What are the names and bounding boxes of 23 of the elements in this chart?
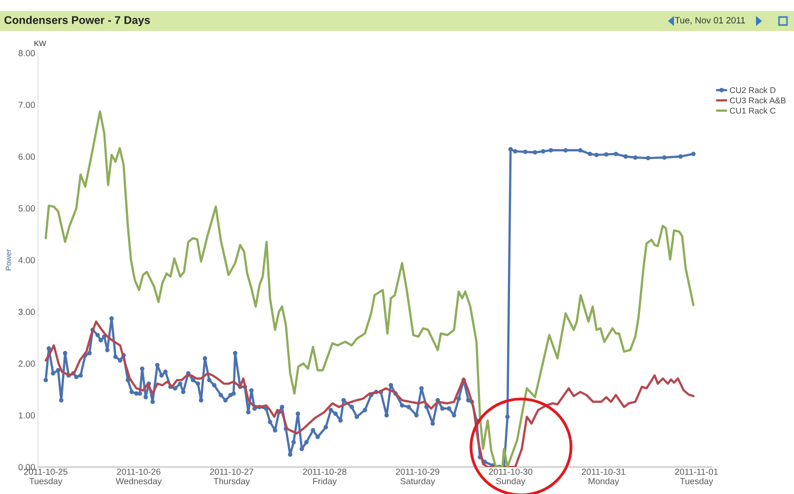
y-tick-label: 0.00 <box>18 464 35 470</box>
y-tick-label: 6.00 <box>18 154 35 160</box>
legend-label: CU3 Rack A&B <box>730 97 786 104</box>
y-tick-label: 1.00 <box>18 412 35 419</box>
line-series <box>44 320 695 467</box>
legend-label: CU2 Rack D <box>730 86 776 94</box>
legend-label: CU1 Rack C <box>730 108 776 114</box>
x-tick-label: 2011-11-01 Tuesday <box>675 468 718 486</box>
x-tick-label: 2011-10-30 Sunday <box>488 468 532 486</box>
y-tick-label: 5.00 <box>18 205 35 212</box>
x-tick-label: 2011-10-26 Wednesday <box>116 468 162 486</box>
x-tick-label: 2011-10-27 Thursday <box>210 468 254 486</box>
y-tick-label: 4.00 <box>18 257 35 264</box>
text: Tue, Nov 01 2011 <box>674 17 745 24</box>
y-tick-label: 2.00 <box>18 360 35 367</box>
x-tick-label: 2011-10-31 Monday <box>582 468 626 486</box>
x-tick-label: 2011-10-28 Friday <box>303 468 346 486</box>
chart-title: Condensers Power - 7 Days <box>4 16 150 26</box>
y-tick-label: 3.00 <box>18 308 35 316</box>
x-tick-label: 2011-10-29 Saturday <box>396 468 440 486</box>
y-tick-label: 7.00 <box>18 102 35 108</box>
y-tick-label: 8.00 <box>18 50 35 56</box>
x-tick-label: 2011-10-25 Tuesday <box>24 468 68 486</box>
